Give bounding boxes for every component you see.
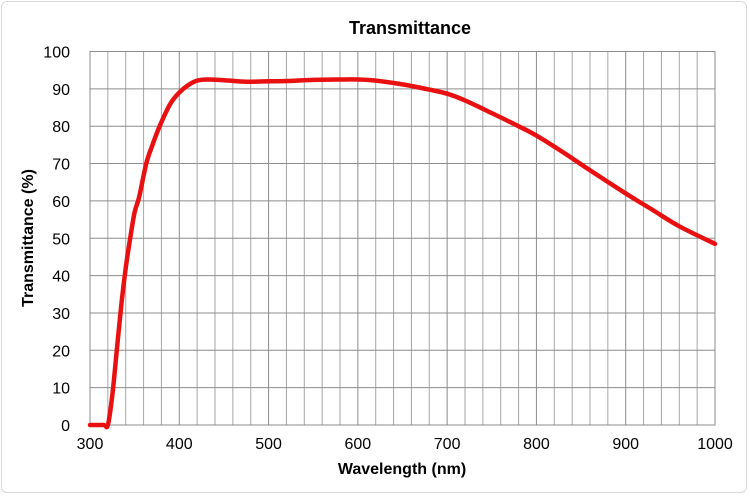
x-tick-label: 800 — [523, 436, 550, 453]
x-axis-label: Wavelength (nm) — [338, 461, 466, 478]
y-tick-label: 60 — [52, 194, 70, 211]
y-tick-label: 70 — [52, 157, 70, 174]
x-tick-label: 700 — [434, 436, 461, 453]
x-tick-label: 600 — [345, 436, 372, 453]
y-tick-label: 10 — [52, 381, 70, 398]
y-tick-label: 100 — [43, 45, 70, 62]
x-tick-label: 500 — [255, 436, 282, 453]
x-tick-label: 900 — [612, 436, 639, 453]
y-tick-label: 50 — [52, 231, 70, 248]
y-tick-label: 40 — [52, 269, 70, 286]
y-tick-label: 90 — [52, 82, 70, 99]
x-tick-label: 1000 — [697, 436, 733, 453]
x-tick-label: 400 — [166, 436, 193, 453]
y-tick-label: 30 — [52, 306, 70, 323]
y-tick-label: 0 — [61, 418, 70, 435]
y-tick-label: 20 — [52, 343, 70, 360]
y-axis-label: Transmittance (%) — [20, 169, 37, 307]
series-line-transmittance — [87, 77, 718, 430]
y-tick-label: 80 — [52, 119, 70, 136]
plot-area-border — [89, 51, 716, 426]
x-tick-label: 300 — [77, 436, 104, 453]
chart-title: Transmittance — [349, 18, 471, 38]
